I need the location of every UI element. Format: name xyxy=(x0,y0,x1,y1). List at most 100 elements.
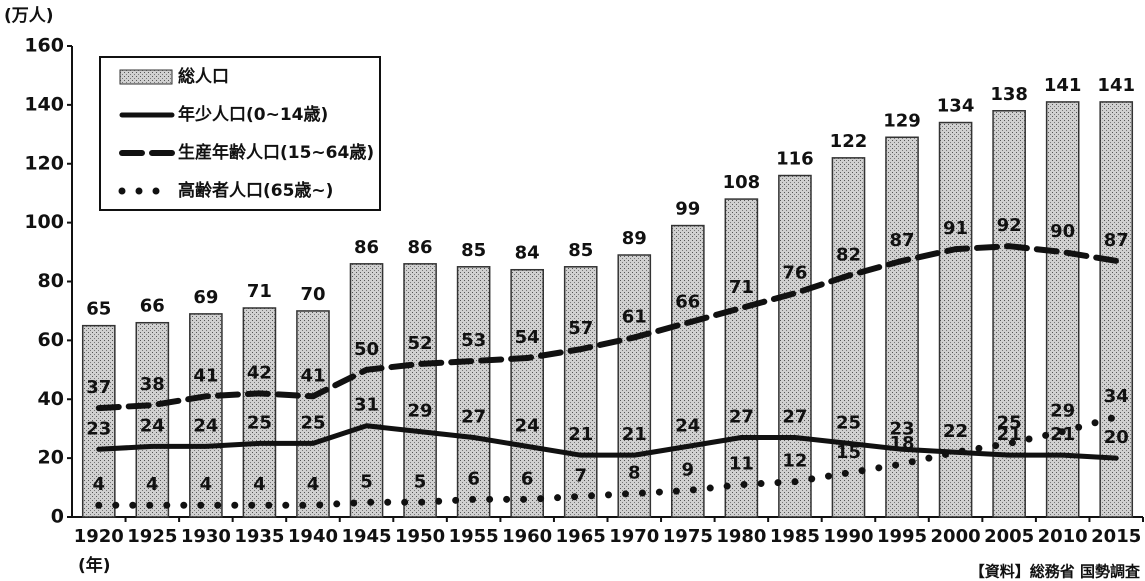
data-label: 4 xyxy=(253,474,266,495)
data-label: 69 xyxy=(193,287,218,308)
legend-swatch xyxy=(119,69,173,85)
data-label: 5 xyxy=(414,471,427,492)
data-label: 116 xyxy=(776,149,814,170)
data-label: 9 xyxy=(682,460,695,481)
data-label: 5 xyxy=(360,471,373,492)
y-tick-label: 80 xyxy=(38,270,64,292)
x-tick-label: 1965 xyxy=(556,526,606,547)
data-label: 92 xyxy=(997,215,1022,236)
data-label: 71 xyxy=(729,277,754,298)
x-tick-label: 2000 xyxy=(931,526,981,547)
legend-label: 高齢者人口(65歳~) xyxy=(178,180,333,201)
data-label: 141 xyxy=(1097,75,1135,96)
data-label: 71 xyxy=(247,281,272,302)
x-tick-label: 1980 xyxy=(716,526,766,547)
x-tick-label: 1995 xyxy=(877,526,927,547)
data-label: 25 xyxy=(836,412,861,433)
x-tick-label: 1920 xyxy=(74,526,124,547)
y-tick-label: 40 xyxy=(38,388,64,410)
x-tick-label: 1975 xyxy=(663,526,713,547)
data-label: 27 xyxy=(782,407,807,428)
x-tick-label: 1970 xyxy=(609,526,659,547)
data-label: 85 xyxy=(568,240,593,261)
data-label: 27 xyxy=(729,407,754,428)
data-label: 66 xyxy=(140,296,165,317)
data-label: 22 xyxy=(943,421,968,442)
data-label: 41 xyxy=(193,365,218,386)
data-label: 12 xyxy=(782,451,807,472)
x-tick-label: 2010 xyxy=(1038,526,1088,547)
data-label: 65 xyxy=(86,299,111,320)
data-label: 89 xyxy=(622,228,647,249)
y-tick-label: 160 xyxy=(24,35,64,57)
bar xyxy=(938,121,973,518)
bar xyxy=(189,313,223,518)
x-tick-label: 1940 xyxy=(288,526,338,547)
data-label: 134 xyxy=(937,96,975,117)
legend-label: 生産年齢人口(15~64歳) xyxy=(178,142,374,163)
bar xyxy=(81,324,116,518)
x-unit: (年) xyxy=(78,555,111,576)
data-label: 24 xyxy=(193,415,218,436)
data-label: 86 xyxy=(408,237,433,258)
data-label: 129 xyxy=(883,110,921,131)
data-label: 141 xyxy=(1044,75,1082,96)
data-label: 61 xyxy=(622,306,647,327)
bar xyxy=(242,307,277,518)
data-label: 76 xyxy=(782,262,807,283)
data-label: 25 xyxy=(300,412,325,433)
data-label: 29 xyxy=(408,401,433,422)
data-label: 90 xyxy=(1050,221,1075,242)
data-label: 70 xyxy=(300,284,325,305)
y-tick-label: 60 xyxy=(38,329,64,351)
y-tick-label: 0 xyxy=(51,506,64,528)
data-label: 24 xyxy=(140,415,165,436)
data-label: 15 xyxy=(836,442,861,463)
data-label: 138 xyxy=(990,84,1028,105)
data-label: 87 xyxy=(889,230,914,251)
data-label: 57 xyxy=(568,318,593,339)
data-label: 8 xyxy=(628,462,641,483)
data-label: 4 xyxy=(307,474,320,495)
bar xyxy=(296,310,330,518)
data-label: 6 xyxy=(467,468,480,489)
bar xyxy=(403,263,437,518)
legend-label: 総人口 xyxy=(178,66,229,87)
data-label: 25 xyxy=(997,412,1022,433)
data-label: 84 xyxy=(515,243,540,264)
bar xyxy=(135,321,170,518)
data-label: 25 xyxy=(247,412,272,433)
data-label: 27 xyxy=(461,407,486,428)
bar xyxy=(992,110,1026,518)
bar xyxy=(510,268,544,518)
data-label: 29 xyxy=(1050,401,1075,422)
y-tick-label: 20 xyxy=(38,447,64,469)
bar xyxy=(831,157,866,518)
data-label: 21 xyxy=(622,424,647,445)
data-label: 18 xyxy=(889,433,914,454)
data-label: 23 xyxy=(86,418,111,439)
data-label: 22 xyxy=(943,421,968,442)
y-unit: (万人) xyxy=(4,6,54,26)
y-tick-label: 100 xyxy=(24,211,64,233)
bar xyxy=(885,136,919,518)
data-label: 6 xyxy=(521,468,534,489)
data-label: 24 xyxy=(675,415,700,436)
x-tick-label: 1930 xyxy=(181,526,231,547)
bar xyxy=(724,198,759,518)
data-label: 21 xyxy=(1050,424,1075,445)
x-tick-label: 1925 xyxy=(127,526,177,547)
bar xyxy=(349,263,384,518)
data-label: 11 xyxy=(729,454,754,475)
legend-label: 年少人口(0~14歳) xyxy=(178,104,328,125)
bar xyxy=(778,174,812,518)
data-label: 54 xyxy=(515,327,540,348)
data-label: 52 xyxy=(408,333,433,354)
data-label: 85 xyxy=(461,240,486,261)
x-tick-label: 1990 xyxy=(823,526,873,547)
y-tick-label: 120 xyxy=(24,152,64,174)
source: 【資料】総務省 国勢調査 xyxy=(970,563,1141,581)
data-label: 91 xyxy=(943,218,968,239)
x-tick-label: 2005 xyxy=(984,526,1034,547)
data-label: 34 xyxy=(1104,386,1129,407)
